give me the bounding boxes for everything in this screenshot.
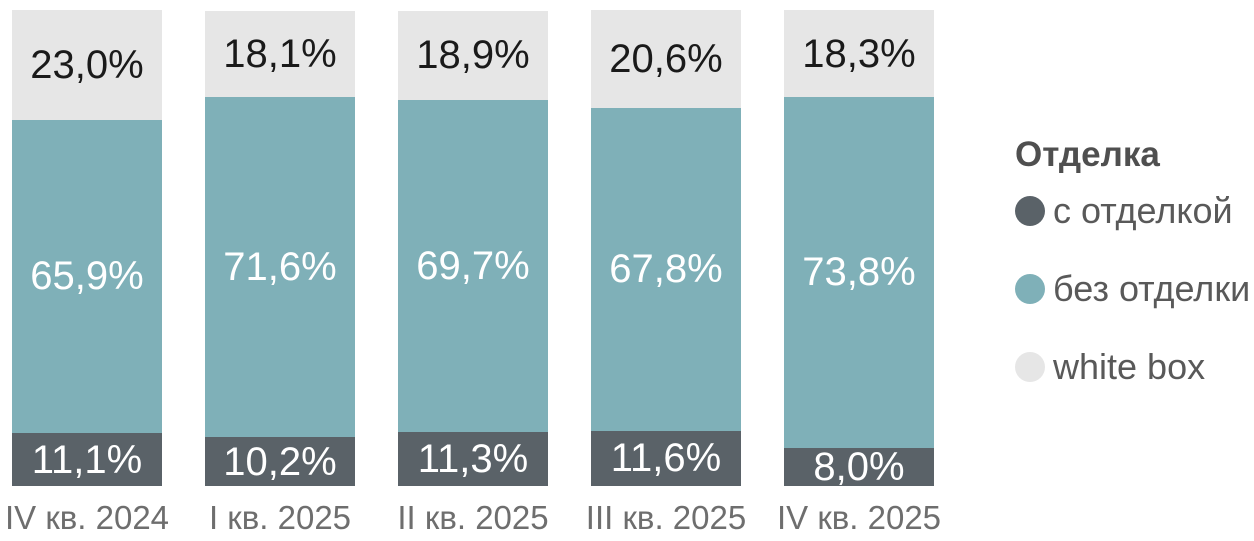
segment-value-label: 11,1% bbox=[31, 437, 143, 482]
segment-value-label: 69,7% bbox=[416, 244, 530, 289]
x-axis-label: II кв. 2025 bbox=[397, 499, 549, 536]
segment-white-box: 18,1% bbox=[205, 10, 355, 97]
legend-item-s-otdelkoy: с отделкой bbox=[1015, 189, 1250, 233]
bar-column: 23,0% 65,9% 11,1% IV кв. 2024 bbox=[4, 10, 170, 536]
segment-value-label: 18,3% bbox=[802, 31, 916, 76]
segment-s-otdelkoy: 8,0% bbox=[784, 444, 934, 489]
segment-white-box: 18,9% bbox=[398, 10, 548, 101]
segment-bez-otdelki: 69,7% bbox=[398, 100, 548, 433]
legend-label-bez-otdelki: без отделки bbox=[1053, 268, 1251, 309]
x-axis-label: IV кв. 2024 bbox=[4, 499, 170, 536]
segment-value-label: 71,6% bbox=[223, 245, 337, 290]
segment-s-otdelkoy: 11,6% bbox=[591, 430, 741, 486]
bar-stack: 20,6% 67,8% 11,6% bbox=[591, 10, 741, 486]
segment-white-box: 20,6% bbox=[591, 10, 741, 109]
legend-label-s-otdelkoy: с отделкой bbox=[1053, 190, 1233, 231]
segment-value-label: 18,9% bbox=[416, 33, 530, 78]
bar-group: 23,0% 65,9% 11,1% IV кв. 2024 18,1% 71,6% 10,2… bbox=[4, 10, 942, 536]
segment-s-otdelkoy: 11,3% bbox=[398, 432, 548, 486]
bar-stack: 23,0% 65,9% 11,1% bbox=[12, 10, 162, 486]
segment-value-label: 10,2% bbox=[223, 439, 337, 484]
segment-bez-otdelki: 73,8% bbox=[784, 97, 934, 448]
segment-value-label: 23,0% bbox=[30, 42, 144, 87]
legend-marker-s-otdelkoy-icon bbox=[1015, 196, 1045, 226]
segment-value-label: 18,1% bbox=[223, 31, 337, 76]
legend-title: Отделка bbox=[1015, 135, 1160, 174]
x-axis-label: I кв. 2025 bbox=[208, 499, 352, 536]
legend-label-white-box: white box bbox=[1053, 346, 1206, 387]
bar-stack: 18,9% 69,7% 11,3% bbox=[398, 10, 548, 486]
bar-column: 18,9% 69,7% 11,3% II кв. 2025 bbox=[397, 10, 549, 536]
segment-bez-otdelki: 65,9% bbox=[12, 119, 162, 434]
segment-bez-otdelki: 67,8% bbox=[591, 108, 741, 431]
segment-value-label: 67,8% bbox=[609, 247, 723, 292]
segment-s-otdelkoy: 11,1% bbox=[12, 433, 162, 486]
bar-column: 18,3% 73,8% 8,0% IV кв. 2025 bbox=[776, 10, 942, 536]
segment-value-label: 11,6% bbox=[610, 436, 722, 481]
bar-stack: 18,1% 71,6% 10,2% bbox=[205, 10, 355, 486]
bar-column: 18,1% 71,6% 10,2% I кв. 2025 bbox=[205, 10, 355, 536]
segment-white-box: 18,3% bbox=[784, 10, 934, 97]
x-axis-label: III кв. 2025 bbox=[585, 499, 747, 536]
segment-white-box: 23,0% bbox=[12, 10, 162, 120]
segment-bez-otdelki: 71,6% bbox=[205, 96, 355, 438]
legend-item-white-box: white box bbox=[1015, 345, 1250, 389]
segment-value-label: 65,9% bbox=[30, 254, 144, 299]
bar-stack: 18,3% 73,8% 8,0% bbox=[784, 10, 934, 489]
legend: Отделка с отделкой без отделки white box bbox=[1015, 134, 1250, 423]
segment-value-label: 73,8% bbox=[802, 250, 916, 295]
segment-value-label: 20,6% bbox=[609, 37, 723, 82]
x-axis-label: IV кв. 2025 bbox=[776, 499, 942, 536]
legend-marker-white-box-icon bbox=[1015, 352, 1045, 382]
legend-marker-bez-otdelki-icon bbox=[1015, 274, 1045, 304]
legend-item-bez-otdelki: без отделки bbox=[1015, 267, 1250, 311]
bar-column: 20,6% 67,8% 11,6% III кв. 2025 bbox=[585, 10, 747, 536]
segment-value-label: 11,3% bbox=[417, 437, 529, 482]
segment-value-label: 8,0% bbox=[813, 444, 905, 489]
segment-s-otdelkoy: 10,2% bbox=[205, 437, 355, 486]
